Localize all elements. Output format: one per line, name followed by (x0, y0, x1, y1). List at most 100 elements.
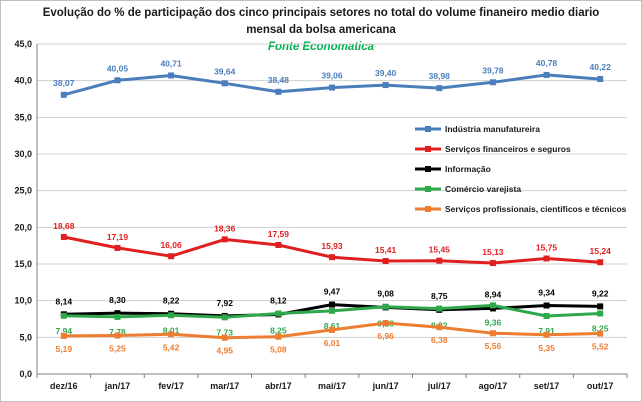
data-point (597, 76, 604, 83)
data-point (329, 301, 335, 308)
data-label: 8,75 (431, 291, 448, 301)
x-tick-label: abr/17 (265, 381, 292, 391)
data-label: 39,78 (482, 65, 504, 75)
data-point (436, 257, 443, 264)
data-label: 9,36 (485, 317, 502, 327)
data-label: 8,25 (592, 324, 609, 334)
data-label: 7,78 (109, 327, 126, 337)
data-point (543, 331, 550, 338)
data-label: 9,08 (377, 288, 394, 298)
data-point (436, 324, 443, 331)
data-label: 38,07 (53, 78, 75, 88)
data-label: 5,25 (109, 344, 126, 354)
data-label: 7,94 (56, 326, 73, 336)
data-point (221, 314, 228, 321)
x-tick-label: jul/17 (427, 381, 451, 391)
data-point (597, 310, 604, 317)
legend-entry: Informação (445, 164, 491, 174)
data-point (168, 253, 175, 260)
x-tick-label: jan/17 (104, 381, 131, 391)
y-tick-label: 0,0 (19, 369, 32, 379)
y-tick-label: 30,0 (14, 149, 32, 159)
data-label: 40,22 (590, 62, 612, 72)
data-label: 6,38 (431, 335, 448, 345)
data-label: 8,30 (109, 295, 126, 305)
data-label: 9,22 (592, 288, 609, 298)
chart-title-line-1: Evolução do % de participação dos cinco … (42, 7, 600, 19)
data-label: 38,48 (268, 75, 290, 85)
x-tick-label: ago/17 (479, 381, 508, 391)
legend-entry: Indústria manufatureira (445, 124, 540, 134)
data-label: 9,47 (324, 287, 341, 297)
data-label: 7,92 (216, 298, 233, 308)
x-tick-label: dez/16 (50, 381, 78, 391)
legend-marker (425, 166, 431, 172)
legend-marker (425, 126, 431, 132)
data-point (382, 319, 389, 326)
data-point (382, 303, 389, 310)
data-point (436, 305, 443, 312)
data-point (543, 255, 550, 262)
data-label: 8,25 (270, 326, 287, 336)
data-label: 18,68 (53, 221, 75, 231)
data-label: 39,64 (214, 66, 236, 76)
y-tick-label: 40,0 (14, 76, 32, 86)
data-point (489, 302, 496, 309)
data-label: 5,42 (163, 342, 180, 352)
data-label: 5,08 (270, 345, 287, 355)
data-point (114, 310, 121, 317)
data-point (543, 312, 550, 319)
data-point (168, 72, 175, 79)
data-label: 8,61 (324, 321, 341, 331)
data-label: 39,40 (375, 68, 397, 78)
y-tick-label: 15,0 (14, 259, 32, 269)
data-label: 15,24 (590, 246, 612, 256)
data-point (436, 85, 443, 92)
y-tick-label: 10,0 (14, 296, 32, 306)
data-label: 15,93 (321, 241, 343, 251)
data-label: 16,06 (160, 240, 182, 250)
data-label: 5,35 (538, 343, 555, 353)
y-tick-label: 25,0 (14, 186, 32, 196)
x-tick-label: out/17 (587, 381, 614, 391)
data-label: 17,19 (107, 232, 129, 242)
x-tick-label: set/17 (534, 381, 560, 391)
data-point (60, 312, 67, 319)
data-label: 8,22 (163, 296, 180, 306)
data-label: 5,19 (56, 344, 73, 354)
data-label: 15,75 (536, 243, 558, 253)
data-label: 18,36 (214, 223, 236, 233)
data-label: 6,96 (377, 331, 394, 341)
y-tick-label: 35,0 (14, 112, 32, 122)
data-point (543, 71, 550, 78)
data-point (221, 236, 228, 243)
data-point (329, 254, 335, 261)
data-label: 6,01 (324, 338, 341, 348)
data-label: 9,34 (538, 288, 555, 298)
data-point (329, 326, 335, 333)
legend-entry: Serviços profissionais, científicos e té… (445, 204, 627, 214)
x-tick-label: jun/17 (372, 381, 399, 391)
data-label: 4,95 (216, 346, 233, 356)
x-tick-label: mar/17 (210, 381, 239, 391)
legend-marker (425, 146, 431, 152)
chart-title-line-2: mensal da bolsa americana (246, 24, 396, 36)
chart-title: Evolução do % de participação dos cinco … (1, 5, 641, 39)
data-point (275, 310, 282, 317)
data-point (597, 259, 604, 266)
data-label: 40,05 (107, 63, 129, 73)
y-tick-label: 45,0 (14, 39, 32, 49)
data-label: 8,14 (56, 296, 73, 306)
data-point (60, 332, 67, 339)
data-label: 17,59 (268, 229, 290, 239)
data-point (275, 88, 282, 95)
legend-marker (425, 206, 431, 212)
data-point (489, 305, 496, 312)
x-tick-label: fev/17 (158, 381, 184, 391)
data-point (168, 312, 175, 319)
data-label: 8,94 (485, 289, 502, 299)
data-point (382, 257, 389, 264)
data-label: 15,41 (375, 245, 397, 255)
data-point (275, 333, 282, 340)
